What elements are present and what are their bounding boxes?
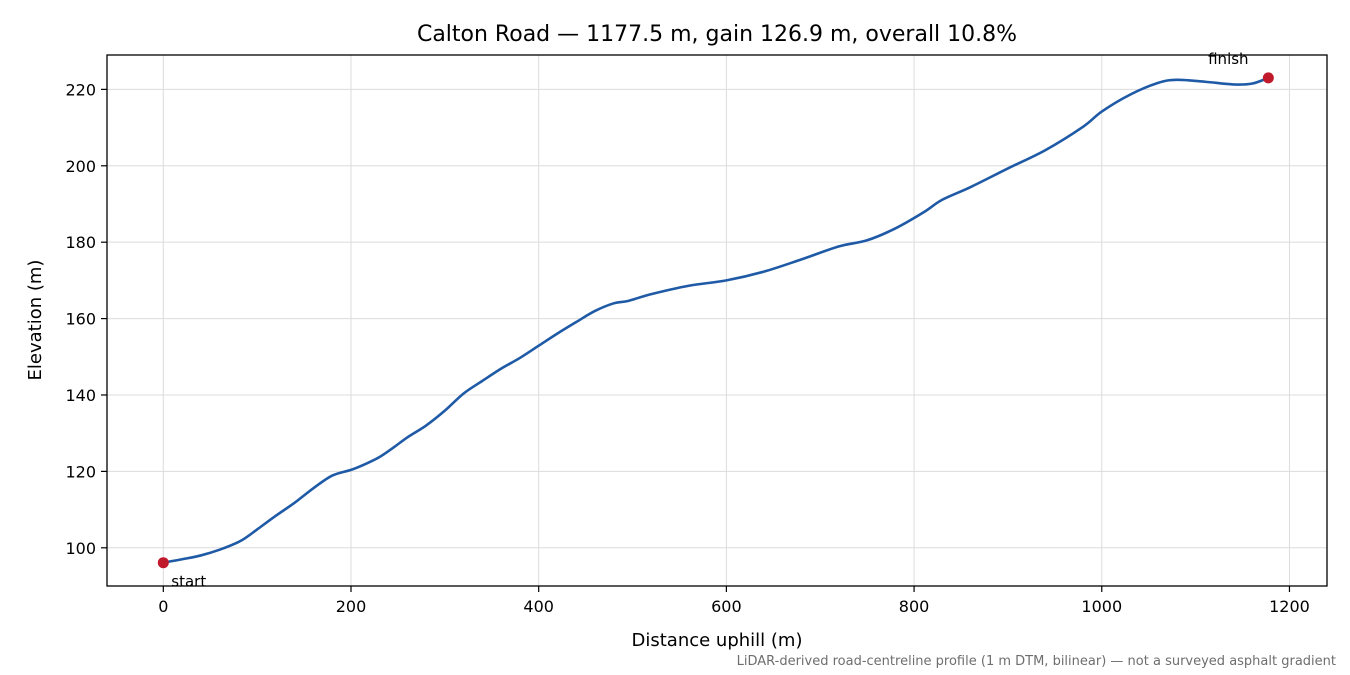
plot-frame (106, 54, 1328, 587)
y-axis-label: Elevation (m) (25, 260, 46, 381)
y-tick-label: 160 (65, 310, 96, 329)
y-tick-label: 200 (65, 157, 96, 176)
finish-marker (1262, 72, 1274, 84)
x-tick-label: 1200 (1269, 597, 1310, 616)
y-tick-label: 100 (65, 539, 96, 558)
grid-lines (107, 55, 1327, 586)
footnote: LiDAR-derived road-centreline profile (1… (737, 654, 1336, 669)
chart-title: Calton Road — 1177.5 m, gain 126.9 m, ov… (417, 22, 1017, 47)
y-tick-label: 120 (65, 462, 96, 481)
plot-area (157, 72, 1274, 569)
x-tick-label: 200 (336, 597, 367, 616)
start-marker (157, 557, 169, 569)
x-tick-label: 600 (711, 597, 742, 616)
x-tick-label: 400 (523, 597, 554, 616)
start-annotation: start (171, 573, 206, 591)
y-tick-label: 180 (65, 233, 96, 252)
axis-ticks: 0 200 400 600 800 1000 1200 100 120 140 160 180 200 2… (65, 80, 1309, 616)
x-tick-label: 0 (158, 597, 168, 616)
finish-annotation: finish (1208, 50, 1248, 68)
elevation-profile-line (162, 76, 1270, 564)
x-tick-label: 1000 (1081, 597, 1122, 616)
x-tick-label: 800 (899, 597, 930, 616)
x-axis-label: Distance uphill (m) (632, 630, 803, 651)
y-tick-label: 220 (65, 80, 96, 99)
y-tick-label: 140 (65, 386, 96, 405)
